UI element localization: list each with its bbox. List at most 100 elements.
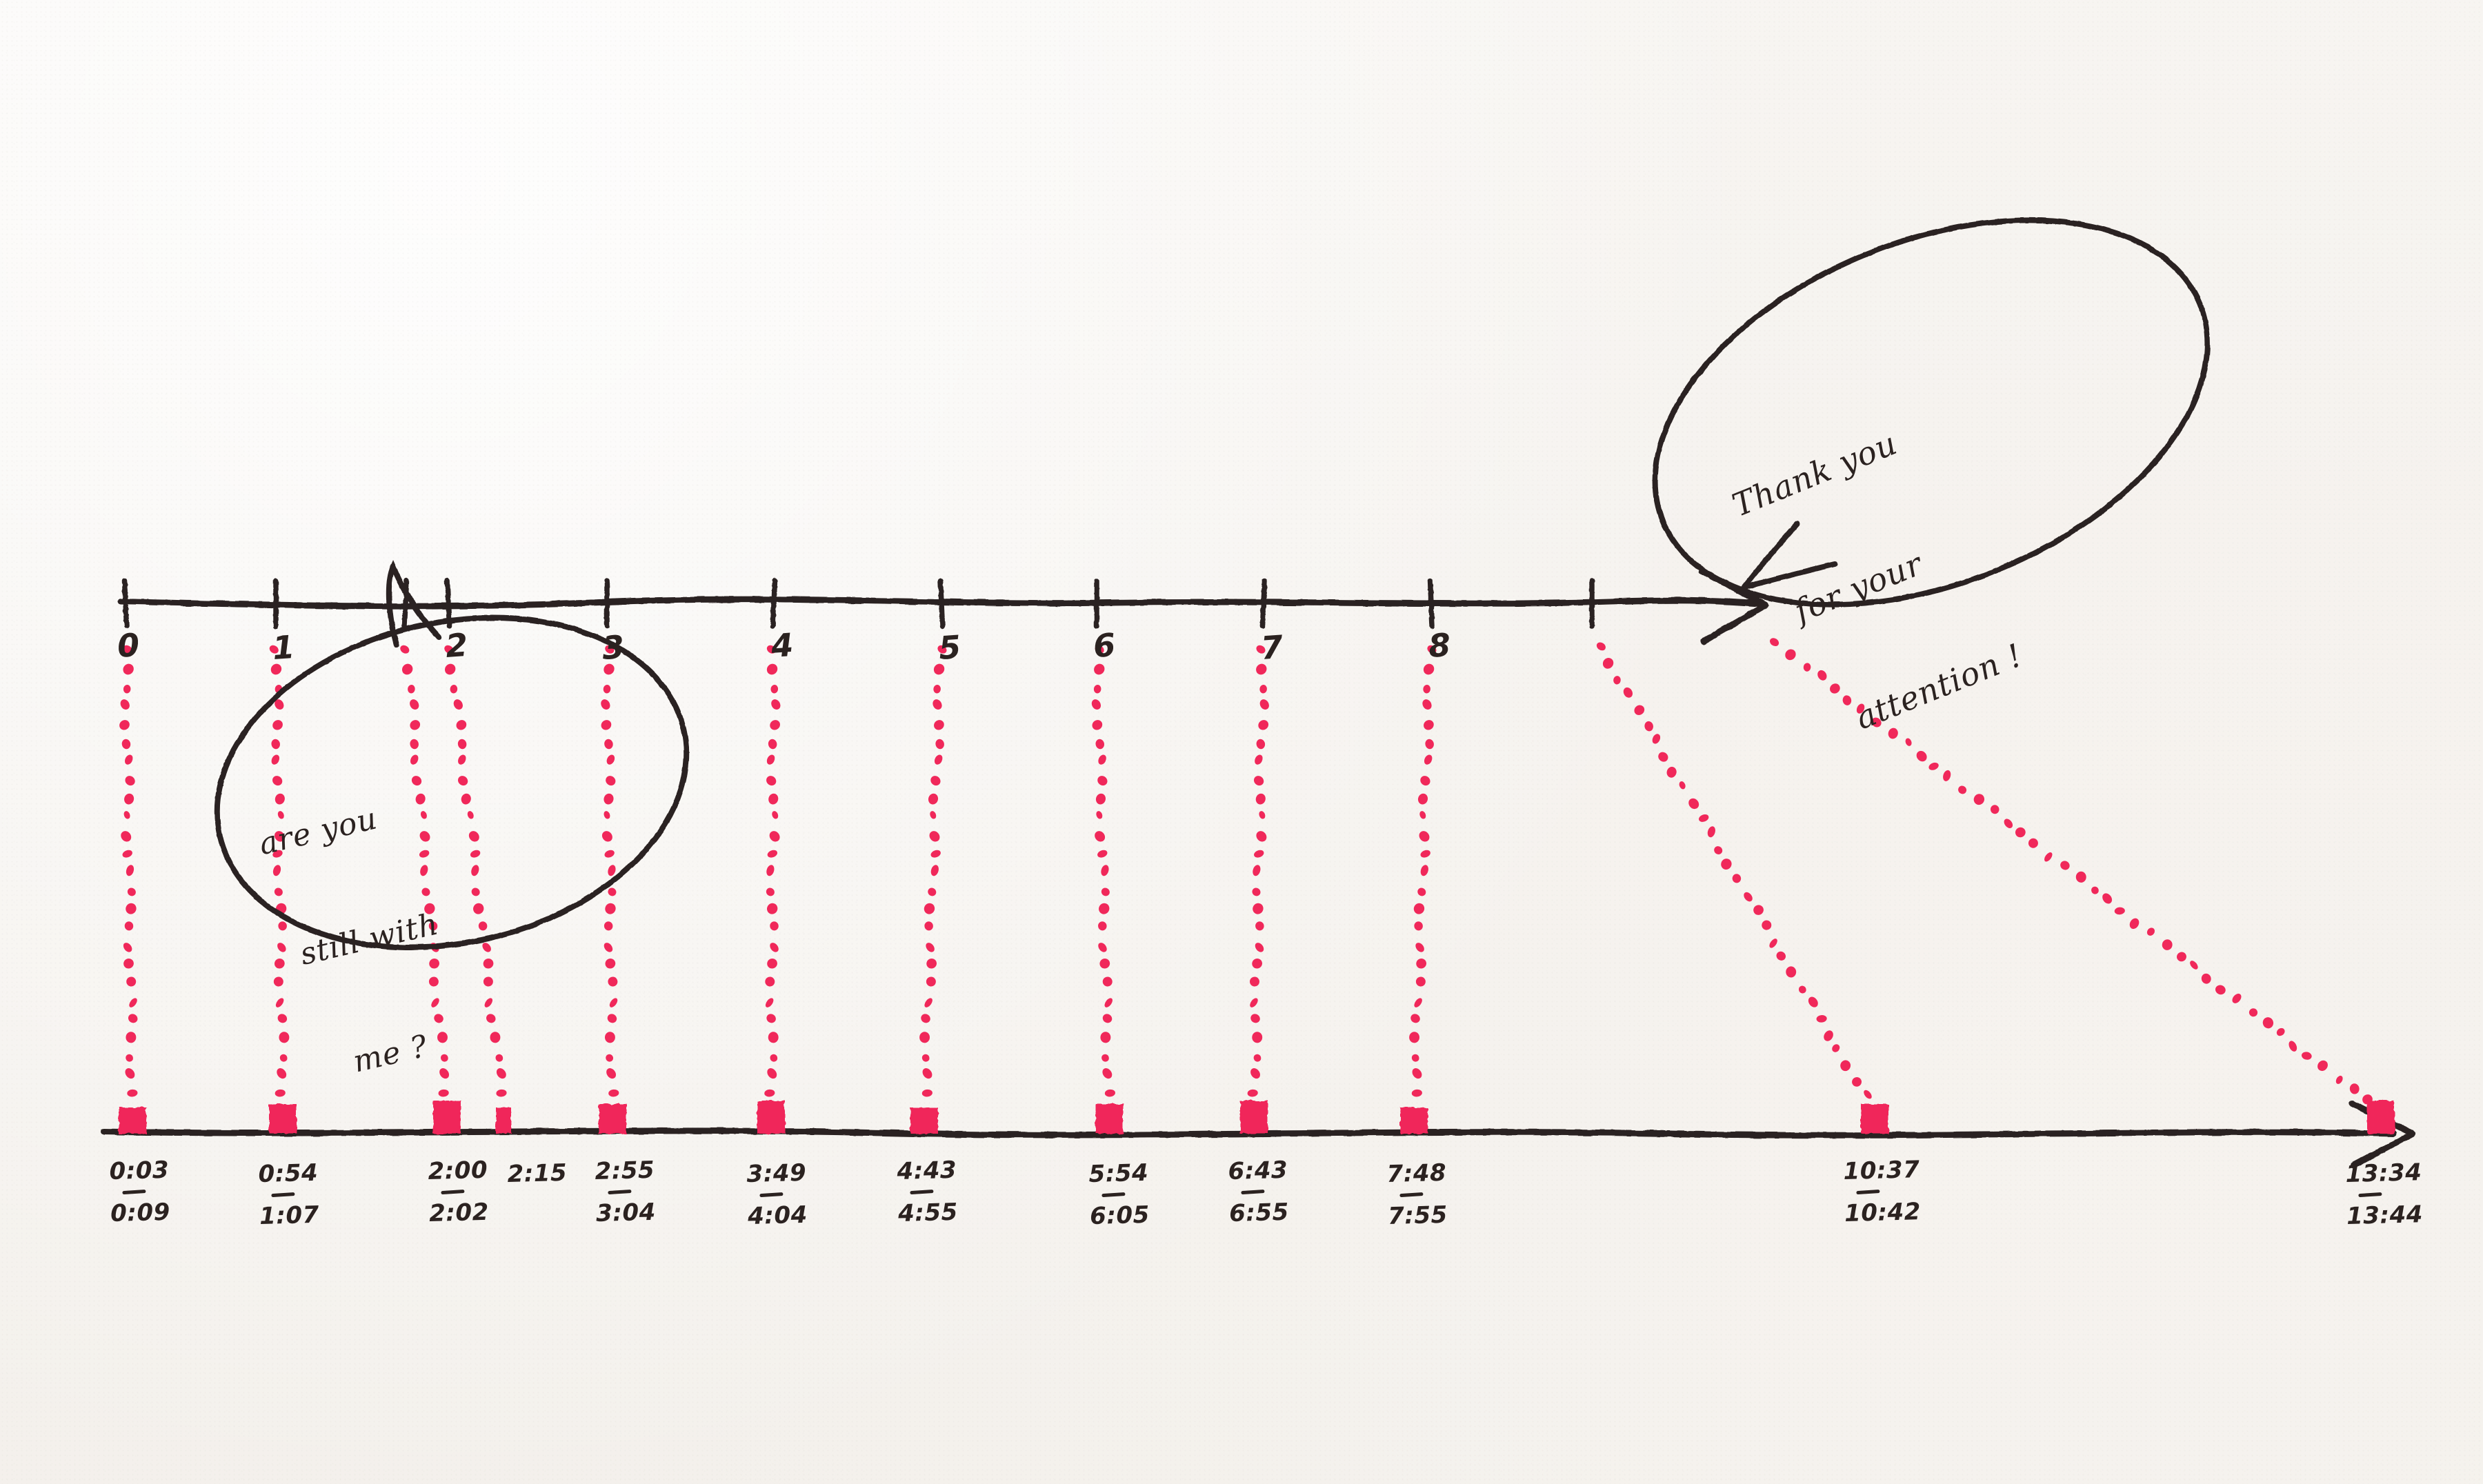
connector-dot [490,1032,501,1043]
range-dash [441,1190,465,1195]
connector-dot [1830,683,1840,694]
connector-dot [604,1032,615,1043]
connector-dot [482,943,491,952]
connector-dot [771,699,781,710]
connector-dot [458,776,468,786]
connector-dot [272,776,283,786]
connector-dot [438,1089,449,1097]
connector-dot [420,811,427,819]
connector-dot [605,903,616,914]
connector-dot [1097,776,1108,786]
thank-you-bubble [1652,217,2211,608]
connector-dot [1417,793,1428,805]
range-dash [1856,1190,1880,1195]
connector-dot [2075,871,2086,883]
connector-dot [411,776,422,786]
connector-dot [445,663,456,675]
connector-dot [1744,892,1753,902]
connector-dot [2091,886,2099,894]
connector-dot [921,1054,930,1062]
range-dash [608,1190,632,1195]
axis-tick [121,578,130,629]
connector-dot [126,976,137,987]
connector-dot [274,888,283,896]
connector-dot [606,1054,614,1062]
event-marker [910,1107,938,1134]
connector-dot [1094,663,1105,675]
connector-dot [428,921,438,931]
connector-dot [2317,1060,2328,1072]
connector-dot [1424,754,1433,765]
axis-number-8: 8 [1427,625,1453,665]
event-end-time: 1:07 [259,1201,320,1231]
connector-dot [1256,663,1267,675]
connector-dot [1427,645,1437,654]
event-marker [269,1104,297,1134]
connector-dot [467,811,474,819]
connector-dot [1252,1032,1263,1043]
connector-dot [2044,852,2053,862]
connector-dot [770,685,779,694]
axis-number-2: 2 [444,625,470,665]
connector-dot [128,1014,138,1023]
event-time-label: 0:03 0:09 [109,1154,170,1231]
connector-dot [1097,850,1108,858]
connector-dot [277,1014,288,1023]
connector-dot [1415,943,1424,952]
connector-dot [1634,705,1645,715]
connector-dot [470,850,481,858]
connector-dot [930,865,939,876]
connector-dot [2335,1075,2343,1084]
connector-dot [1602,657,1614,669]
connector-dot [2301,1052,2312,1060]
axis-number-4: 4 [770,625,795,665]
connector-dot [1250,1068,1260,1079]
connector-dot [935,739,944,750]
connector-dot [1888,728,1898,739]
connector-dot [608,976,618,987]
connector-dot [2028,838,2038,848]
connector-dot [125,776,135,786]
connector-dot [2004,819,2013,828]
connector-dot [1253,865,1261,876]
connector-dot [1099,958,1110,969]
connector-dot [1412,1068,1422,1079]
connector-dot [1714,846,1723,854]
connector-dot [1255,943,1264,952]
connector-dot [2248,1008,2258,1017]
connector-dot [766,865,775,876]
connector-dot [767,850,778,858]
event-time-label: 3:49 4:04 [746,1156,808,1234]
event-start-time: 2:00 [428,1156,488,1185]
connector-dot [1840,1060,1851,1072]
axis-number-7: 7 [1259,628,1285,667]
connector-dot [439,1068,450,1079]
connector-dot [601,699,610,710]
axis-tick [1259,578,1268,629]
connector-dot [410,739,419,750]
connector-dot [1424,720,1434,730]
connector-dot [930,850,941,858]
connector-dot [1423,663,1435,675]
connector-dot [607,1014,617,1023]
connector-dot [410,754,419,765]
connector-dot [603,685,611,694]
connector-dot [2232,993,2242,1003]
connector-dot [765,976,775,987]
connector-dot [1817,670,1827,681]
connector-dot [604,739,613,750]
connector-dot [1420,776,1430,786]
connector-dot [444,645,454,654]
event-end-time: 4:55 [897,1198,959,1228]
connector-dot [768,793,779,805]
connector-dot [604,850,615,858]
connector-dot [1091,699,1101,710]
connector-dot [1259,811,1266,819]
connector-dot [1255,754,1263,765]
range-dash [122,1190,146,1195]
connector-dot [419,850,430,858]
connector-dot [1856,703,1865,714]
connector-dot [1259,685,1267,694]
connector-dot [1259,699,1269,710]
connector-dot [1414,921,1423,931]
